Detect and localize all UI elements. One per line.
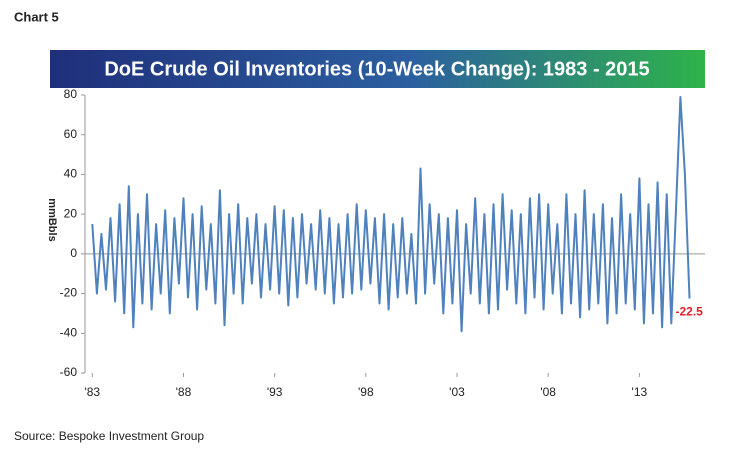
- page-label: Chart 5: [14, 9, 59, 24]
- x-tick-label: '98: [358, 385, 374, 399]
- y-tick-label: -40: [60, 325, 78, 339]
- title-banner: [50, 50, 705, 88]
- x-tick-label: '88: [176, 385, 192, 399]
- y-tick-label: 40: [64, 167, 78, 181]
- y-tick-label: 80: [64, 87, 78, 101]
- y-tick-label: -20: [60, 286, 78, 300]
- y-tick-label: -60: [60, 365, 78, 379]
- y-axis-label: mmBbls: [46, 198, 58, 241]
- y-tick-label: 20: [64, 206, 78, 220]
- x-tick-label: '93: [267, 385, 283, 399]
- x-tick-label: '83: [84, 385, 100, 399]
- x-tick-label: '03: [449, 385, 465, 399]
- x-tick-label: '08: [540, 385, 556, 399]
- chart-title: DoE Crude Oil Inventories (10-Week Chang…: [104, 58, 649, 80]
- y-tick-label: 60: [64, 127, 78, 141]
- source: Source: Bespoke Investment Group: [14, 429, 204, 443]
- y-tick-label: 0: [70, 246, 77, 260]
- annotation: -22.5: [676, 305, 704, 319]
- line: [91, 96, 691, 333]
- x-tick-label: '13: [632, 385, 648, 399]
